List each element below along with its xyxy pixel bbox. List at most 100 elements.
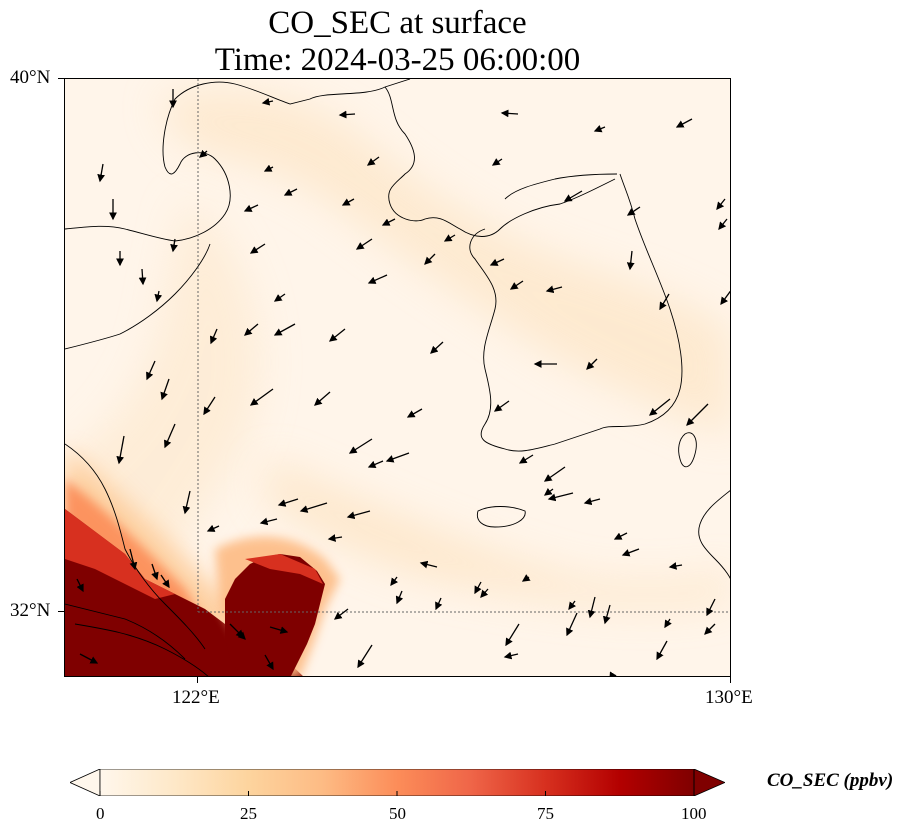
wind-arrow	[659, 293, 670, 311]
wind-arrow	[568, 600, 577, 611]
wind-arrow	[480, 588, 489, 598]
colorbar-label: CO_SEC (ppbv)	[767, 770, 894, 791]
concentration-field	[65, 89, 730, 676]
wind-arrow	[613, 532, 628, 540]
wind-arrow	[283, 188, 298, 196]
wind-arrow	[390, 576, 399, 587]
wind-arrow	[367, 274, 388, 284]
wind-arrow	[249, 243, 266, 254]
wind-arrow	[626, 206, 641, 216]
wind-arrow	[237, 631, 246, 640]
wind-arrow	[609, 671, 617, 676]
colorbar-extend-max	[693, 769, 725, 796]
wind-arrow	[209, 328, 218, 345]
wind-arrow	[424, 253, 436, 265]
wind-arrow	[543, 487, 554, 496]
wind-arrow	[716, 198, 726, 211]
map-panel	[64, 78, 731, 677]
wind-arrow	[648, 398, 671, 416]
wind-arrow	[263, 164, 274, 172]
colorbar-tick-50: 50	[389, 804, 406, 823]
wind-arrow	[489, 258, 505, 266]
wind-arrow	[686, 403, 709, 426]
wind-arrow	[76, 578, 84, 593]
wind-arrow	[244, 323, 259, 336]
map-title-line-1: CO_SEC at surface	[268, 5, 527, 41]
wind-arrow	[518, 454, 534, 464]
wind-arrow	[182, 490, 191, 515]
wind-arrow	[264, 654, 274, 671]
wind-arrow	[170, 238, 178, 253]
wind-arrow	[563, 190, 583, 202]
map-title-line-2: Time: 2024-03-25 06:00:00	[214, 42, 581, 78]
wind-arrow	[249, 388, 274, 406]
wind-arrow	[154, 290, 163, 303]
wind-arrow	[116, 435, 125, 465]
wind-arrow	[543, 466, 566, 482]
tick-32n	[58, 611, 64, 612]
wind-arrow	[509, 280, 524, 290]
wind-arrow	[593, 124, 606, 133]
wind-arrow	[675, 118, 693, 128]
wind-arrow	[718, 218, 728, 231]
wind-arrow	[327, 534, 343, 542]
wind-arrow	[656, 640, 668, 661]
wind-arrow	[348, 438, 373, 454]
wind-arrow	[338, 110, 356, 119]
wind-arrow	[261, 97, 274, 106]
colorbar-tick-100: 100	[681, 804, 707, 823]
wind-arrow	[314, 391, 331, 406]
wind-arrow	[583, 497, 601, 506]
wind-arrow	[341, 198, 355, 206]
wind-arrow	[160, 574, 170, 589]
wind-arrow	[277, 498, 299, 507]
wind-arrow	[435, 597, 443, 611]
wind-arrow	[491, 158, 503, 166]
colorbar-tick-75: 75	[537, 804, 554, 823]
wind-arrow	[273, 293, 286, 302]
colorbar	[70, 769, 725, 796]
wind-arrow	[720, 290, 730, 306]
wind-arrow	[406, 408, 423, 418]
wind-arrow	[160, 378, 170, 401]
wind-arrow	[273, 323, 296, 336]
wind-arrow	[547, 492, 574, 502]
wind-arrow	[668, 562, 683, 570]
wind-arrow	[626, 250, 635, 271]
wind-arrow	[299, 502, 328, 513]
wind-arrow	[199, 149, 208, 158]
wind-arrow	[474, 581, 482, 595]
wind-arrow	[328, 328, 346, 342]
tick-40n	[58, 78, 64, 79]
wind-arrow	[493, 400, 510, 412]
wind-arrow	[146, 360, 156, 381]
wind-arrow	[346, 510, 371, 520]
tick-122e	[197, 677, 198, 683]
wind-arrow	[151, 563, 159, 581]
wind-arrow	[203, 396, 216, 416]
wind-arrow	[243, 204, 259, 212]
wind-arrow	[259, 517, 278, 526]
wind-arrow	[430, 341, 444, 354]
wind-arrow	[602, 604, 611, 625]
wind-arrow	[206, 524, 220, 532]
wind-arrow	[381, 218, 396, 226]
lat-label-40n: 40°N	[10, 67, 51, 88]
wind-arrow	[521, 574, 531, 582]
wind-arrow	[419, 560, 438, 569]
wind-arrow	[385, 452, 410, 463]
colorbar-tick-0: 0	[96, 804, 105, 823]
wind-arrow	[79, 653, 99, 664]
wind-arrow	[443, 234, 456, 242]
gridlines	[197, 79, 730, 613]
wind-arrow	[164, 423, 176, 449]
wind-arrow	[621, 548, 640, 557]
coastlines	[65, 79, 730, 676]
wind-arrow	[586, 358, 598, 370]
colorbar-tick-25: 25	[240, 804, 257, 823]
tick-130e	[730, 677, 731, 683]
wind-arrow	[357, 644, 373, 669]
wind-arrow	[269, 626, 289, 634]
wind-arrow	[333, 608, 349, 620]
wind-arrow	[500, 109, 519, 118]
